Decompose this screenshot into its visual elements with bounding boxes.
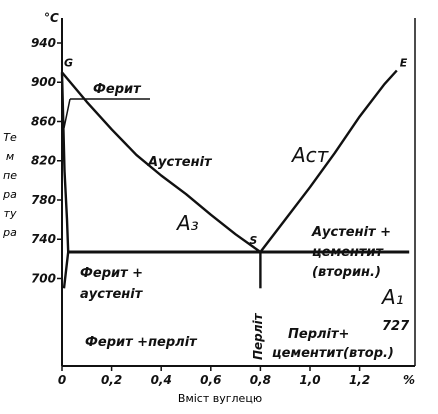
y-tick-label: 940 [31,36,56,50]
label-acm: Aст [290,143,330,167]
y-axis-label: Температура [3,131,17,239]
label-austenite-cementite-3: (вторин.) [312,265,381,280]
label-ferrite: Ферит [93,82,142,97]
series-line-boundary-3 [60,72,70,253]
x-tick-label: % [403,373,415,387]
label-austenite-cementite-2: цементит [312,245,385,260]
y-tick-label: 860 [31,114,56,128]
x-tick-label: 0,4 [151,373,172,387]
y-tick-label: 820 [31,154,56,168]
label-a1: A₁ [380,285,404,309]
x-tick-label: 0 [58,373,66,387]
label-austenite-cementite-1: Аустеніт + [311,225,391,240]
x-tick-label: 1,0 [299,373,320,387]
series-line-a3 [61,71,262,253]
label-pearlite: Перліт [251,312,265,360]
y-tick-group: 940 900 860 820 780 740 700 [31,36,62,285]
y-tick-label: 700 [31,271,56,285]
x-axis-label: Вміст вуглецю [177,392,263,405]
x-tick-label: 0,6 [200,373,221,387]
label-ferrite-austenite-1: Ферит + [80,266,143,281]
label-a3: A₃ [175,211,199,235]
ferrite-leader-diag [63,98,71,129]
label-austenite: Аустеніт [147,155,213,170]
point-label-e: E [400,56,408,69]
y-tick-label: 900 [31,75,56,89]
point-label-g: G [64,56,73,69]
point-group: G S E [64,56,408,247]
series-group [60,69,410,289]
y-tick-label: 780 [31,193,56,207]
y-unit-label: °C [44,11,59,25]
x-tick-group: 0 0,2 0,4 0,6 0,8 1,0 1,2% [58,366,415,387]
x-tick-label: 0,8 [250,373,271,387]
x-tick-label: 0,2 [101,373,122,387]
label-727: 727 [382,319,410,334]
label-ferrite-austenite-2: аустеніт [80,287,144,302]
series-line-acm [259,69,398,253]
label-pearlite-cementite-2: цементит(втор.) [272,346,394,361]
series-line-boundary-4 [62,251,70,289]
point-label-s: S [249,234,257,247]
label-ferrite-pearlite: Ферит +перліт [85,335,198,350]
y-tick-label: 740 [31,232,56,246]
x-tick-label: 1,2 [349,373,370,387]
label-pearlite-cementite-1: Перліт+ [288,327,349,342]
